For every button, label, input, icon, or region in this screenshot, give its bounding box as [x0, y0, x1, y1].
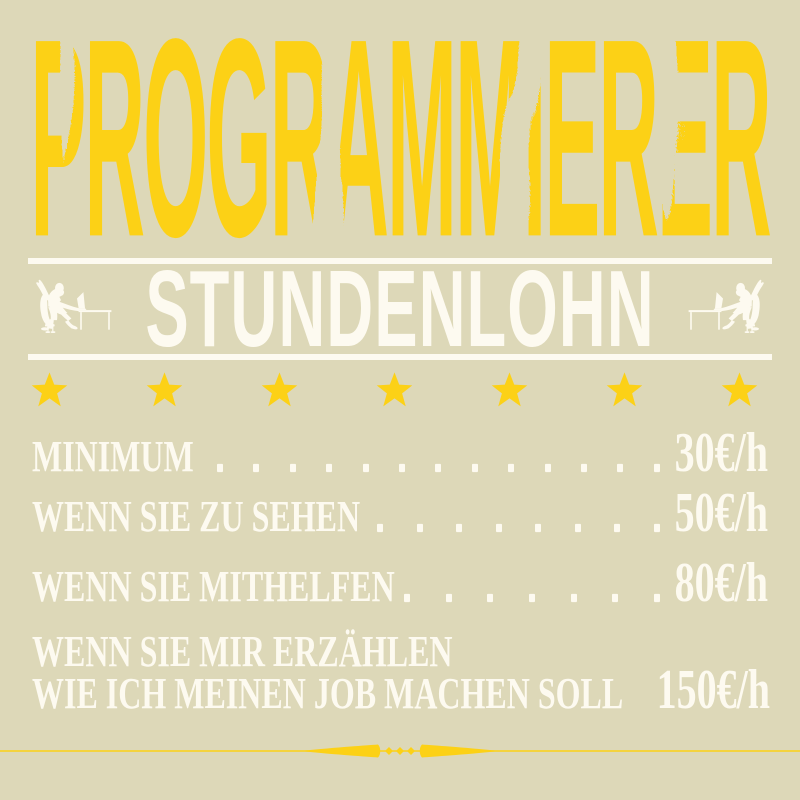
svg-text:PROGRAMMIERER: PROGRAMMIERER: [30, 0, 770, 250]
